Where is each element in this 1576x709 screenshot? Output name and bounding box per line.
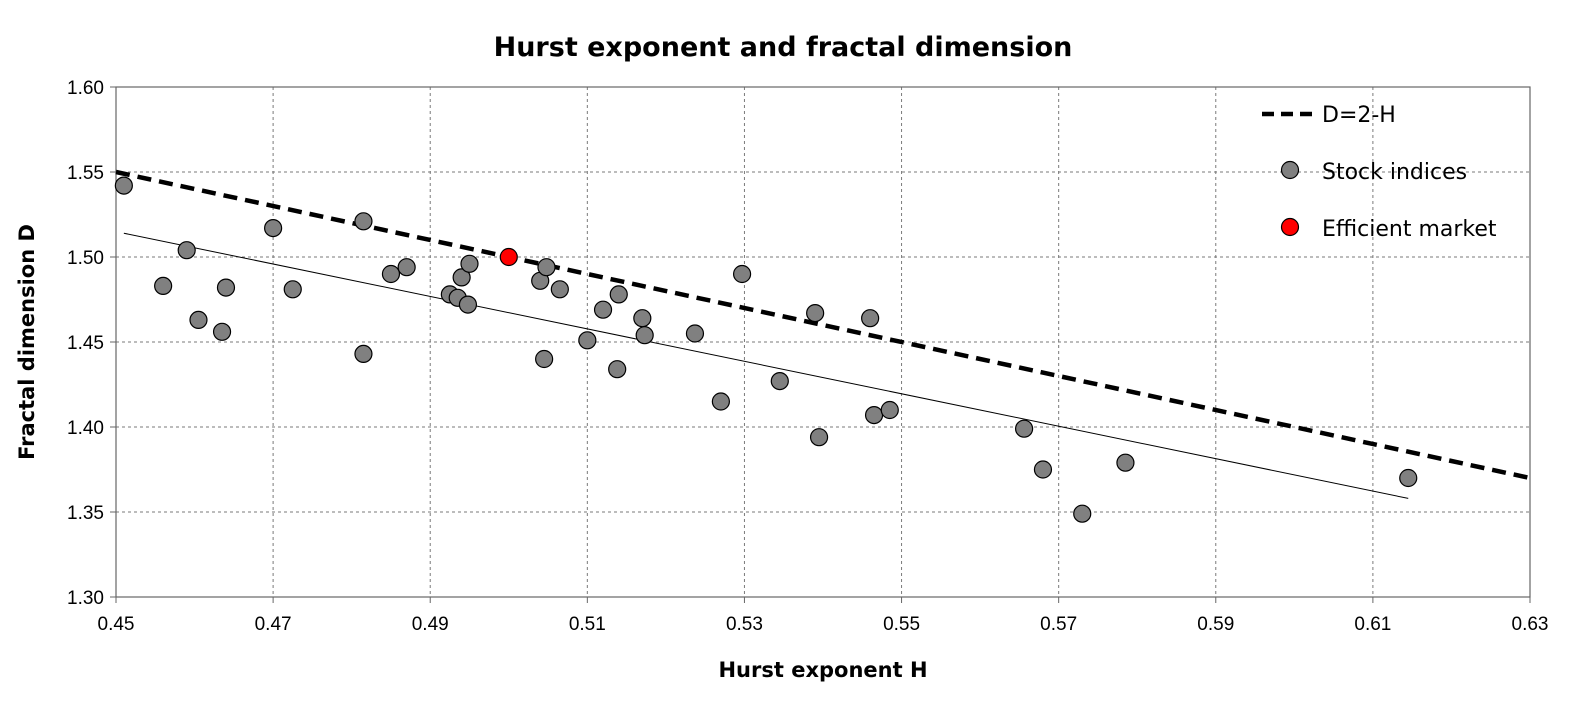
x-tick-label: 0.61 [1354, 614, 1391, 635]
stock-index-point [114, 176, 133, 195]
y-axis-title: Fractal dimension D [15, 224, 39, 460]
x-tick-label: 0.47 [255, 614, 292, 635]
stock-index-point [1399, 468, 1418, 488]
y-tick-label: 1.55 [67, 163, 104, 184]
efficient-market-point [499, 247, 518, 267]
stock-index-point [861, 309, 880, 328]
stock-index-point [1073, 504, 1092, 523]
stock-index-point [354, 344, 373, 363]
stock-index-point [770, 372, 789, 391]
stock-index-point [397, 258, 416, 277]
stock-index-point [154, 276, 173, 295]
stock-index-point [633, 309, 652, 328]
stock-index-point [1116, 453, 1135, 472]
stock-index-point [1033, 460, 1053, 479]
stock-index-point [460, 254, 479, 273]
stock-index-point [685, 324, 705, 343]
x-tick-label: 0.51 [569, 614, 606, 635]
stock-index-point [609, 285, 628, 304]
x-axis-ticks: 0.45 0.47 0.49 0.51 0.53 0.55 0.57 0.59 0.61 0.63 [98, 597, 1549, 635]
stock-index-point [354, 212, 373, 231]
y-tick-label: 1.30 [67, 588, 104, 609]
x-tick-label: 0.59 [1197, 614, 1234, 635]
y-tick-label: 1.60 [67, 78, 104, 99]
stock-index-point [212, 322, 232, 341]
chart-title: Hurst exponent and fractal dimension [494, 32, 1073, 63]
trendline [123, 232, 1409, 499]
stock-index-point [264, 219, 283, 238]
stock-index-point [535, 349, 554, 369]
x-tick-label: 0.45 [98, 614, 135, 635]
x-tick-label: 0.53 [726, 614, 763, 635]
legend-label-efficient-market: Efficient market [1322, 217, 1497, 242]
stock-index-point [216, 278, 236, 297]
stock-index-point [880, 400, 899, 420]
x-tick-label: 0.55 [883, 614, 920, 635]
legend-swatch-stock-indices [1280, 160, 1300, 180]
stock-index-point [381, 264, 401, 284]
legend: D=2-H Stock indices Efficient market [1262, 103, 1497, 242]
series-layer [114, 169, 1531, 523]
stock-index-point [578, 331, 597, 350]
x-tick-label: 0.63 [1512, 614, 1549, 635]
stock-index-point [177, 241, 196, 260]
x-tick-label: 0.57 [1040, 614, 1077, 635]
stock-index-point [593, 300, 613, 319]
y-axis-ticks: 1.30 1.35 1.40 1.45 1.50 1.55 1.60 [67, 78, 116, 609]
legend-label-d-equals-2-minus-h: D=2-H [1322, 103, 1396, 128]
stock-index-point [537, 258, 556, 277]
stock-index-point [732, 264, 752, 284]
x-tick-label: 0.49 [412, 614, 449, 635]
y-tick-label: 1.50 [67, 248, 104, 269]
stock-index-point [635, 326, 654, 345]
stock-index-point [283, 280, 302, 299]
y-tick-label: 1.45 [67, 333, 104, 354]
stock-index-point [458, 295, 478, 314]
stock-index-point [1015, 419, 1034, 438]
y-tick-label: 1.35 [67, 503, 104, 524]
y-tick-label: 1.40 [67, 418, 104, 439]
stock-index-point [864, 406, 884, 425]
stock-index-point [608, 360, 627, 379]
stock-index-point [809, 428, 829, 447]
legend-swatch-efficient-market [1280, 217, 1300, 237]
stock-index-point [550, 280, 569, 299]
stock-index-point [189, 310, 208, 329]
stock-index-point [452, 268, 471, 287]
stock-index-point [711, 392, 730, 411]
grid [116, 87, 1530, 597]
x-axis-title: Hurst exponent H [718, 658, 927, 682]
stock-index-point [806, 304, 825, 323]
legend-label-stock-indices: Stock indices [1322, 160, 1467, 185]
